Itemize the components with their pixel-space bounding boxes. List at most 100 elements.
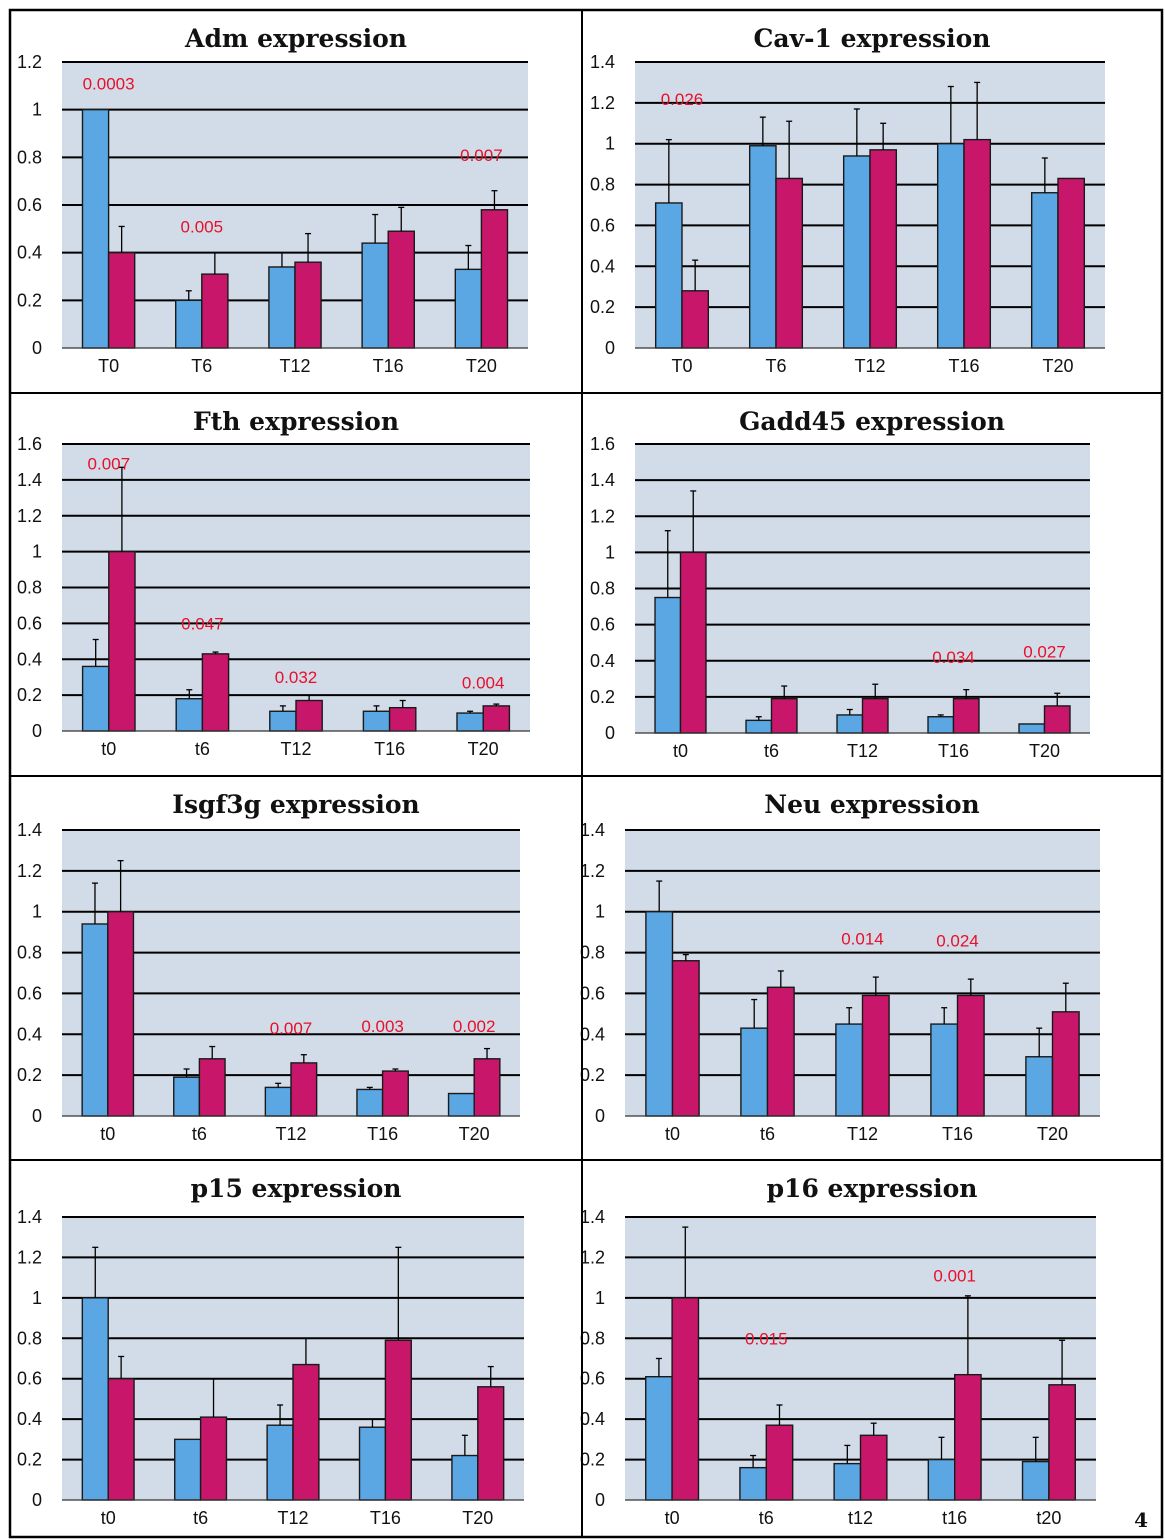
chart-title: Neu expression — [764, 790, 980, 819]
y-tick-label: 0.8 — [17, 1328, 42, 1348]
x-tick-label: t6 — [192, 1124, 207, 1144]
bar — [861, 697, 889, 734]
y-tick-label: 1.2 — [17, 861, 42, 881]
bar — [681, 290, 710, 349]
y-tick-label: 0.2 — [580, 1065, 605, 1085]
x-tick-label: T12 — [277, 1508, 308, 1528]
x-tick-label: T6 — [765, 356, 786, 376]
bar — [956, 994, 985, 1117]
y-tick-label: 0 — [595, 1106, 605, 1126]
x-tick-label: t6 — [195, 739, 210, 759]
x-tick-label: T16 — [942, 1124, 973, 1144]
x-tick-label: T6 — [191, 356, 212, 376]
chart-panel: Fth expression 0 0.2 0.4 0.6 0.8 1 1.2 1.4 1.6 t0 t… — [17, 407, 530, 759]
y-tick-label: 0.4 — [17, 243, 42, 263]
y-tick-label: 1.2 — [17, 506, 42, 526]
bar — [954, 1373, 982, 1501]
bar — [1030, 192, 1059, 349]
y-tick-label: 1 — [595, 902, 605, 922]
bar — [480, 209, 509, 349]
bar — [1018, 723, 1046, 734]
x-tick-label: T16 — [374, 739, 405, 759]
bar — [266, 1424, 294, 1501]
y-tick-label: 1.4 — [590, 470, 615, 490]
y-tick-label: 1 — [605, 542, 615, 562]
bar — [775, 177, 804, 349]
bar — [264, 1086, 292, 1117]
bar — [201, 273, 229, 349]
bar — [108, 550, 136, 732]
bar — [745, 719, 773, 734]
bar — [1048, 1384, 1076, 1501]
y-tick-label: 0.8 — [17, 578, 42, 598]
y-tick-label: 1.4 — [580, 1207, 605, 1227]
bar — [381, 1070, 409, 1117]
bar — [456, 712, 484, 732]
y-tick-label: 0 — [595, 1490, 605, 1510]
bar — [384, 1339, 412, 1501]
y-tick-label: 1.4 — [17, 1207, 42, 1227]
bar — [963, 138, 992, 349]
bar — [859, 1434, 888, 1501]
y-tick-label: 1.2 — [17, 1247, 42, 1267]
bar — [766, 986, 795, 1117]
chart-panels: Adm expression 0 0.2 0.4 0.6 0.8 1 1.2 T0 T6 T12 T1… — [17, 24, 1105, 1528]
x-tick-label: T12 — [847, 1124, 878, 1144]
x-tick-label: t0 — [101, 1508, 116, 1528]
bar — [936, 143, 965, 349]
bar — [174, 1438, 202, 1501]
y-tick-label: 1 — [595, 1288, 605, 1308]
p-value-label: 0.026 — [661, 90, 704, 109]
bar — [175, 698, 204, 732]
x-tick-label: t0 — [673, 741, 688, 761]
y-tick-label: 0 — [605, 338, 615, 358]
y-tick-label: 0.8 — [17, 943, 42, 963]
bar — [842, 155, 871, 349]
p-value-label: 0.003 — [361, 1017, 404, 1036]
x-tick-label: t12 — [848, 1508, 873, 1528]
y-tick-label: 1.6 — [590, 434, 615, 454]
chart-panel: Adm expression 0 0.2 0.4 0.6 0.8 1 1.2 T0 T6 T12 T1… — [17, 24, 528, 376]
bar — [356, 1088, 384, 1117]
y-tick-label: 0.4 — [17, 649, 42, 669]
x-tick-label: T20 — [1029, 741, 1060, 761]
bar — [654, 202, 683, 349]
bar — [81, 665, 110, 732]
x-tick-label: t6 — [760, 1124, 775, 1144]
y-tick-label: 0 — [32, 1106, 42, 1126]
x-tick-label: T20 — [459, 1124, 490, 1144]
y-tick-label: 0 — [32, 1490, 42, 1510]
x-tick-label: T20 — [468, 739, 499, 759]
bar — [748, 145, 777, 349]
y-tick-label: 0.6 — [580, 1369, 605, 1389]
x-tick-label: t20 — [1036, 1508, 1061, 1528]
y-tick-label: 0 — [605, 723, 615, 743]
bar — [1021, 1460, 1050, 1501]
bar — [388, 706, 417, 732]
y-tick-label: 0.6 — [590, 215, 615, 235]
y-tick-label: 0.8 — [580, 943, 605, 963]
chart-title: Adm expression — [184, 24, 407, 53]
p-value-label: 0.007 — [460, 146, 503, 165]
p-value-label: 0.004 — [462, 674, 505, 693]
y-tick-label: 1.6 — [17, 434, 42, 454]
bar — [81, 108, 110, 349]
chart-title: Gadd45 expression — [739, 407, 1005, 436]
x-tick-label: t0 — [101, 739, 116, 759]
y-tick-label: 0.4 — [580, 1024, 605, 1044]
bar — [1025, 1056, 1054, 1117]
y-tick-label: 1.2 — [590, 506, 615, 526]
bar — [292, 1363, 320, 1501]
x-tick-label: t6 — [759, 1508, 774, 1528]
bar — [952, 697, 980, 734]
x-tick-label: T20 — [1037, 1124, 1068, 1144]
bar — [198, 1058, 226, 1117]
x-tick-label: T20 — [462, 1508, 493, 1528]
y-tick-label: 1.4 — [580, 820, 605, 840]
chart-panel: p16 expression 0 0.2 0.4 0.6 0.8 1 1.2 1.4 t0 t6 t1… — [580, 1174, 1096, 1528]
chart-panel: Cav-1 expression 0 0.2 0.4 0.6 0.8 1 1.2 1.4 T0 T6… — [590, 24, 1105, 376]
bar — [387, 230, 415, 349]
bar — [482, 705, 511, 732]
p-value-label: 0.001 — [933, 1267, 976, 1286]
bar — [1043, 705, 1071, 734]
